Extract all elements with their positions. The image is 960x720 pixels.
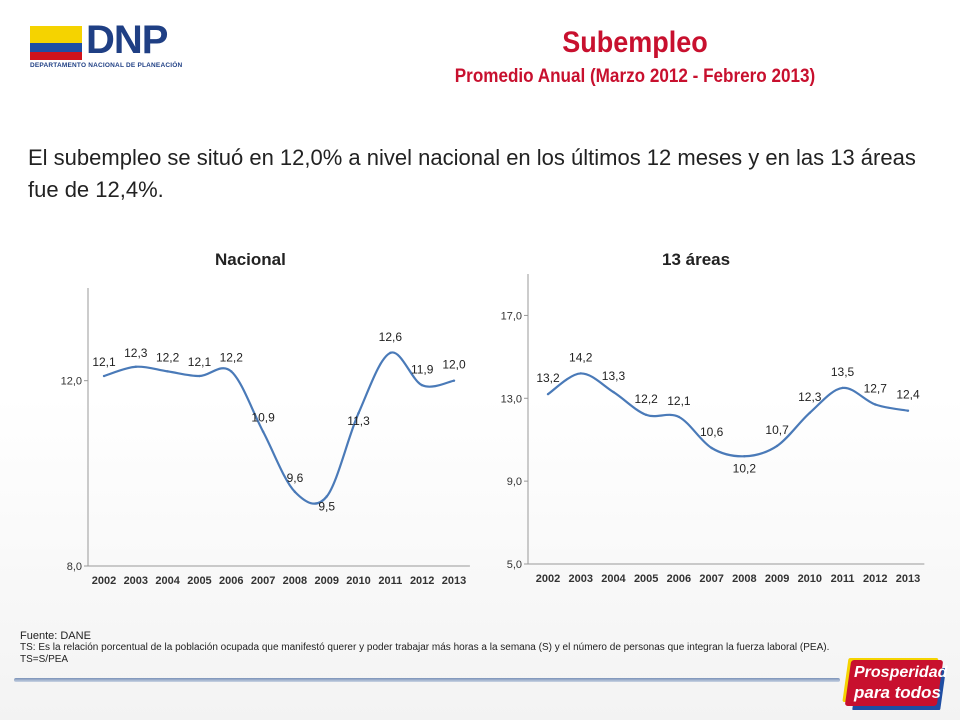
data-point — [743, 455, 746, 458]
series-line — [547, 372, 909, 458]
x-tick-label: 2003 — [124, 575, 148, 587]
data-label: 9,5 — [318, 500, 335, 514]
footer: Fuente: DANE TS: Es la relación porcentu… — [20, 630, 880, 666]
data-label: 11,3 — [347, 414, 370, 428]
data-label: 14,2 — [569, 350, 593, 364]
summary-text: El subempleo se situó en 12,0% a nivel n… — [28, 145, 916, 202]
x-tick-label: 2007 — [251, 575, 275, 587]
x-tick-label: 2013 — [896, 573, 920, 585]
data-point — [874, 403, 877, 406]
logo-subtitle: DEPARTAMENTO NACIONAL DE PLANEACIÓN — [30, 62, 183, 69]
y-tick-label: 9,0 — [507, 476, 522, 488]
data-point — [808, 411, 812, 414]
x-tick-label: 2011 — [378, 575, 402, 587]
data-label: 10,9 — [251, 411, 275, 425]
data-point — [710, 446, 713, 450]
dnp-logo: DNP DEPARTAMENTO NACIONAL DE PLANEACIÓN — [20, 18, 190, 74]
data-label: 13,5 — [831, 365, 855, 379]
data-point — [102, 374, 106, 378]
x-tick-label: 2009 — [314, 575, 338, 587]
nacional-line-chart: 8,0 12,0 2002 2003 2004 2005 2006 2007 2008 2009 2… — [61, 288, 470, 587]
data-point — [644, 413, 648, 417]
page-subtitle: Promedio Anual (Marzo 2012 - Febrero 201… — [454, 66, 816, 87]
data-label: 12,1 — [92, 355, 116, 369]
data-point — [906, 409, 910, 412]
data-label: 9,6 — [287, 471, 304, 485]
x-tick-label: 2002 — [536, 573, 560, 585]
data-label: 10,6 — [700, 425, 724, 439]
data-point — [775, 444, 779, 448]
colombia-flag-icon — [30, 26, 82, 60]
data-point — [293, 490, 297, 494]
chart-title-13-areas: 13 áreas — [662, 250, 731, 269]
series-line — [103, 351, 455, 505]
data-point — [841, 386, 844, 390]
x-tick-label: 2002 — [92, 575, 116, 587]
data-label: 12,1 — [667, 394, 691, 408]
data-point — [357, 411, 360, 415]
data-label: 12,3 — [798, 390, 822, 404]
data-label: 12,2 — [220, 350, 244, 364]
y-tick-label: 13,0 — [501, 393, 522, 405]
data-point — [166, 370, 169, 373]
data-point — [325, 495, 328, 498]
x-tick-label: 2010 — [346, 575, 370, 587]
data-label: 12,6 — [379, 330, 403, 344]
data-label: 12,7 — [864, 382, 888, 396]
areas-line-chart: 5,0 9,0 13,0 17,0 2002 2003 2004 2005 2006 2007 20… — [501, 274, 925, 585]
data-label: 13,3 — [602, 369, 626, 383]
y-tick-label: 8,0 — [67, 561, 82, 573]
footer-divider — [14, 678, 840, 682]
brand-line-2: para todos — [854, 683, 941, 702]
footer-note: TS: Es la relación porcentual de la pobl… — [20, 642, 830, 665]
data-label: 13,2 — [536, 371, 560, 385]
chart-title-nacional: Nacional — [215, 250, 286, 269]
data-point — [420, 384, 424, 387]
footer-source: Fuente: DANE — [20, 630, 91, 642]
data-label: 12,0 — [442, 358, 466, 372]
page-title: Subempleo — [562, 26, 708, 59]
data-label: 10,7 — [765, 423, 789, 437]
x-tick-label: 2004 — [155, 575, 180, 587]
data-label: 11,9 — [411, 362, 434, 376]
data-point — [261, 430, 265, 433]
data-point — [198, 374, 201, 378]
x-tick-label: 2005 — [634, 573, 658, 585]
x-tick-label: 2009 — [765, 573, 789, 585]
prosperidad-logo: Prosperidad para todos — [844, 660, 948, 708]
x-tick-label: 2012 — [410, 575, 434, 587]
data-point — [546, 392, 550, 396]
logo-wordmark: DNP — [86, 18, 168, 62]
data-label: 12,1 — [188, 355, 212, 369]
data-point — [230, 370, 233, 373]
data-point — [452, 379, 456, 382]
data-label: 10,2 — [733, 461, 757, 475]
x-tick-label: 2006 — [219, 575, 243, 587]
x-tick-label: 2006 — [667, 573, 691, 585]
data-label: 12,2 — [156, 350, 180, 364]
y-tick-label: 5,0 — [507, 559, 522, 571]
x-tick-label: 2011 — [831, 573, 855, 585]
data-point — [134, 365, 138, 368]
data-point — [389, 351, 392, 355]
data-label: 12,2 — [635, 392, 659, 406]
x-tick-label: 2004 — [601, 573, 626, 585]
x-tick-label: 2005 — [187, 575, 211, 587]
data-point — [677, 415, 681, 419]
data-point — [579, 372, 582, 375]
data-label: 12,3 — [124, 346, 148, 360]
x-tick-label: 2010 — [798, 573, 822, 585]
y-tick-label: 17,0 — [501, 310, 522, 322]
x-tick-label: 2008 — [732, 573, 756, 585]
y-tick-label: 12,0 — [61, 376, 82, 388]
data-point — [612, 390, 615, 394]
x-tick-label: 2012 — [863, 573, 887, 585]
x-tick-label: 2008 — [283, 575, 307, 587]
data-label: 12,4 — [896, 388, 920, 402]
x-tick-label: 2013 — [442, 575, 466, 587]
x-tick-label: 2007 — [699, 573, 723, 585]
x-tick-label: 2003 — [568, 573, 592, 585]
brand-line-1: Prosperidad — [854, 664, 948, 681]
